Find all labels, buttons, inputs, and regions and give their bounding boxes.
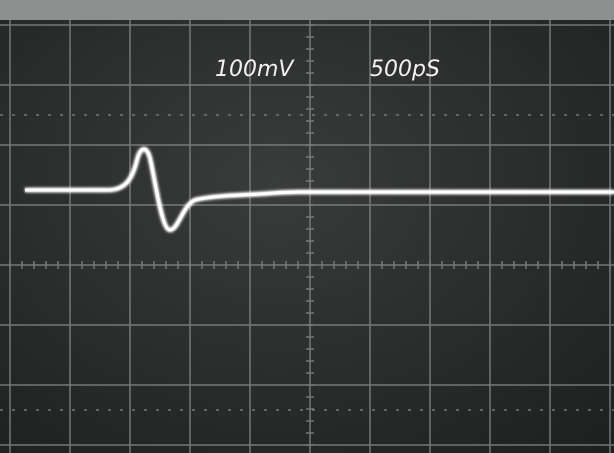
waveform-core	[25, 147, 614, 232]
volts-per-div: 100mV	[215, 57, 295, 82]
time-per-div: 500pS	[370, 57, 440, 82]
bezel-top	[0, 0, 614, 20]
graticule	[0, 20, 614, 453]
